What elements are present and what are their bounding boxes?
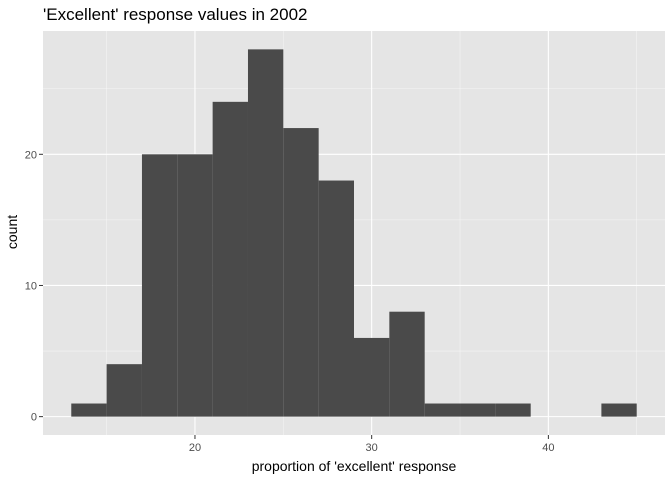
histogram-bar bbox=[389, 311, 425, 417]
x-axis-title: proportion of 'excellent' response bbox=[252, 458, 457, 474]
histogram-bars bbox=[71, 49, 637, 417]
histogram-bar bbox=[247, 49, 284, 417]
histogram-bar bbox=[495, 403, 531, 417]
histogram-bar bbox=[318, 180, 354, 417]
y-tick-label: 10 bbox=[25, 280, 37, 292]
x-tick-label: 20 bbox=[189, 442, 201, 454]
histogram-bar bbox=[212, 101, 248, 417]
histogram-bar bbox=[354, 337, 390, 417]
x-tick-label: 30 bbox=[366, 442, 378, 454]
histogram-bar bbox=[71, 403, 107, 417]
y-axis-title: count bbox=[4, 215, 20, 249]
x-axis: 20 30 40 bbox=[189, 435, 555, 454]
histogram-bar bbox=[141, 154, 178, 417]
histogram-bar bbox=[283, 128, 319, 417]
histogram-bar bbox=[460, 403, 496, 417]
histogram-bar bbox=[106, 364, 142, 417]
y-tick-label: 20 bbox=[25, 149, 37, 161]
histogram-bar bbox=[177, 154, 213, 417]
y-axis: 0 10 20 bbox=[25, 149, 43, 424]
chart-title: 'Excellent' response values in 2002 bbox=[43, 5, 308, 24]
histogram-bar bbox=[601, 403, 637, 417]
y-tick-label: 0 bbox=[31, 412, 37, 424]
histogram-bar bbox=[424, 403, 461, 417]
x-tick-label: 40 bbox=[542, 442, 554, 454]
